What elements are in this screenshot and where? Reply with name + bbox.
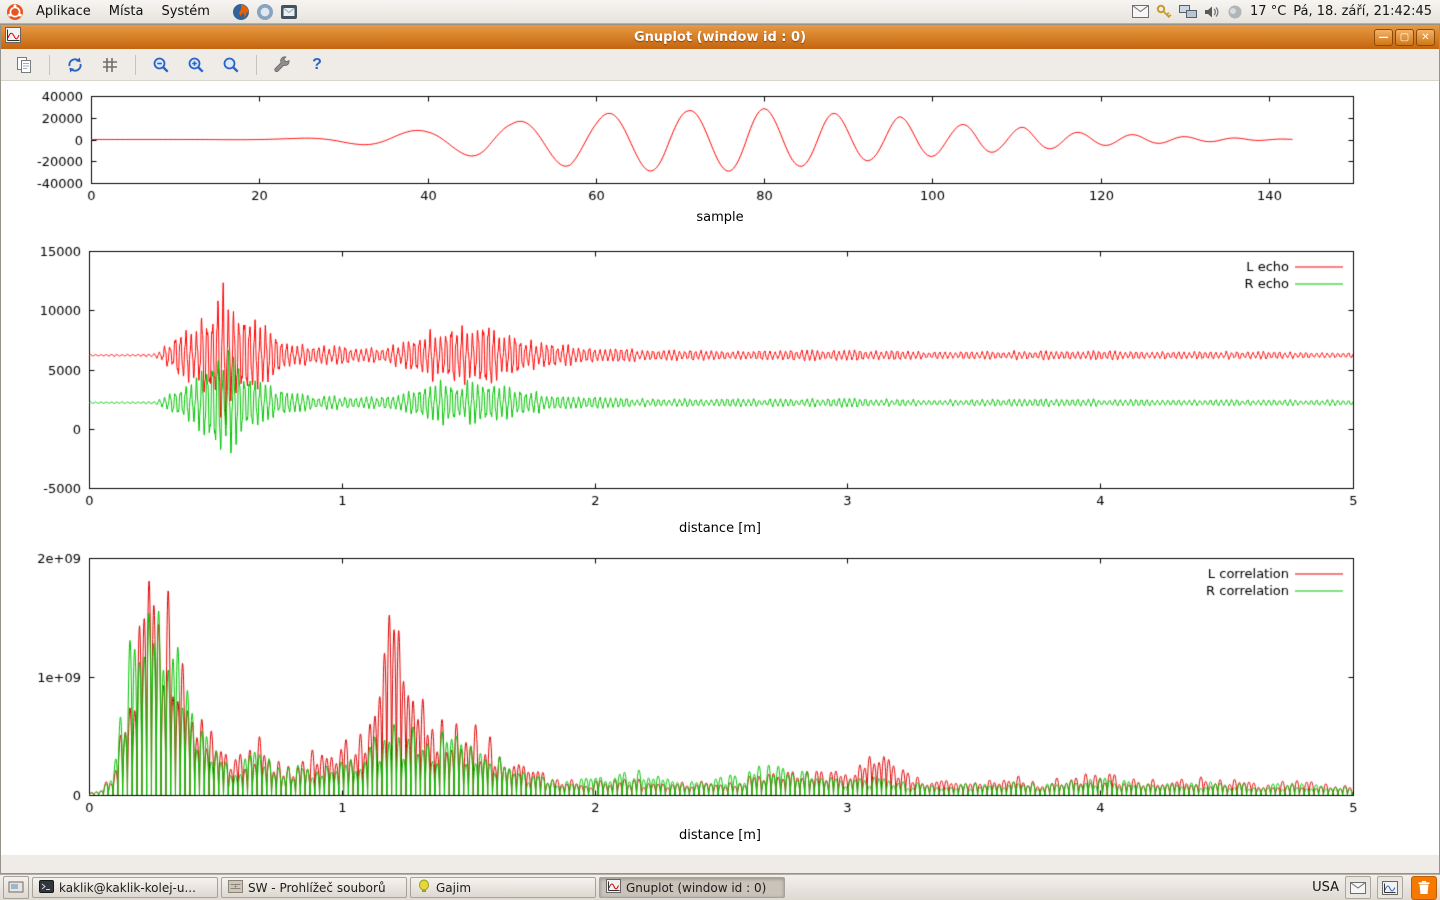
plot-area: sample distance [m] distance [m]: [1, 81, 1439, 855]
taskbar-item-label: SW - Prohlížeč souborů: [248, 880, 386, 895]
menu-system[interactable]: Systém: [161, 4, 210, 19]
trash-icon[interactable]: [1411, 875, 1437, 900]
chart-1-canvas[interactable]: [1, 84, 1439, 214]
menu-places[interactable]: Místa: [108, 4, 144, 19]
zoom-next-button[interactable]: [183, 52, 209, 78]
taskbar-item-label: Gnuplot (window id : 0): [626, 880, 767, 895]
gnuplot-window: Gnuplot (window id : 0) — ▢ ✕: [0, 24, 1440, 874]
settings-button[interactable]: [269, 52, 295, 78]
maximize-button[interactable]: ▢: [1395, 28, 1414, 46]
taskbar-right-area: USA: [1312, 875, 1437, 900]
network-icon[interactable]: [1179, 4, 1198, 19]
key-icon[interactable]: [1156, 4, 1172, 20]
file-manager-icon: [228, 879, 243, 896]
minimize-button[interactable]: —: [1374, 28, 1393, 46]
taskbar-item-file-manager[interactable]: SW - Prohlížeč souborů: [221, 877, 407, 898]
toolbar-separator: [256, 54, 257, 75]
tray-mail-icon[interactable]: [1345, 876, 1371, 899]
panel-status-area: 17 °C Pá, 18. září, 21:42:45: [1132, 4, 1436, 20]
tray-chart-icon[interactable]: [1377, 876, 1403, 899]
chart-3-canvas[interactable]: [1, 548, 1439, 828]
window-toolbar: ?: [1, 49, 1439, 81]
copy-button[interactable]: [11, 52, 37, 78]
gajim-icon: [417, 879, 431, 896]
weather-icon[interactable]: [1227, 4, 1243, 20]
close-button[interactable]: ✕: [1416, 28, 1435, 46]
toolbar-separator: [135, 54, 136, 75]
window-title: Gnuplot (window id : 0): [633, 29, 807, 45]
chart-2-canvas[interactable]: [1, 240, 1439, 525]
ubuntu-menu-icon[interactable]: [4, 1, 26, 23]
taskbar-item-gajim[interactable]: Gajim: [410, 877, 596, 898]
chart-2-xlabel: distance [m]: [678, 521, 762, 536]
help-glyph: ?: [312, 55, 322, 73]
keyboard-layout-indicator[interactable]: USA: [1312, 880, 1339, 895]
chart-1-xlabel: sample: [696, 210, 744, 225]
gnuplot-icon: [606, 879, 621, 896]
window-titlebar[interactable]: Gnuplot (window id : 0) — ▢ ✕: [1, 25, 1439, 49]
temperature-label[interactable]: 17 °C: [1250, 4, 1287, 19]
unzoom-button[interactable]: [218, 52, 244, 78]
taskbar-item-terminal[interactable]: kaklik@kaklik-kolej-u...: [32, 877, 218, 898]
refresh-button[interactable]: [62, 52, 88, 78]
toolbar-separator: [49, 54, 50, 75]
menu-applications[interactable]: Aplikace: [36, 4, 91, 19]
zoom-previous-button[interactable]: [148, 52, 174, 78]
show-desktop-button[interactable]: [3, 876, 29, 899]
help-button[interactable]: ?: [304, 52, 330, 78]
mail-launcher-icon[interactable]: [278, 1, 300, 23]
grid-button[interactable]: [97, 52, 123, 78]
taskbar-item-label: kaklik@kaklik-kolej-u...: [59, 880, 196, 895]
clock[interactable]: Pá, 18. září, 21:42:45: [1293, 4, 1432, 19]
bottom-taskbar: kaklik@kaklik-kolej-u... SW - Prohlížeč …: [0, 874, 1440, 900]
taskbar-item-gnuplot[interactable]: Gnuplot (window id : 0): [599, 877, 785, 898]
chart-3-xlabel: distance [m]: [678, 828, 762, 843]
top-panel: Aplikace Místa Systém 17 °C Pá, 18. září…: [0, 0, 1440, 24]
window-icon: [5, 27, 21, 47]
firefox-icon[interactable]: [230, 1, 252, 23]
help-icon[interactable]: [254, 1, 276, 23]
mail-notification-icon[interactable]: [1132, 5, 1150, 18]
terminal-icon: [39, 879, 54, 896]
taskbar-item-label: Gajim: [436, 880, 472, 895]
volume-icon[interactable]: [1204, 5, 1220, 19]
